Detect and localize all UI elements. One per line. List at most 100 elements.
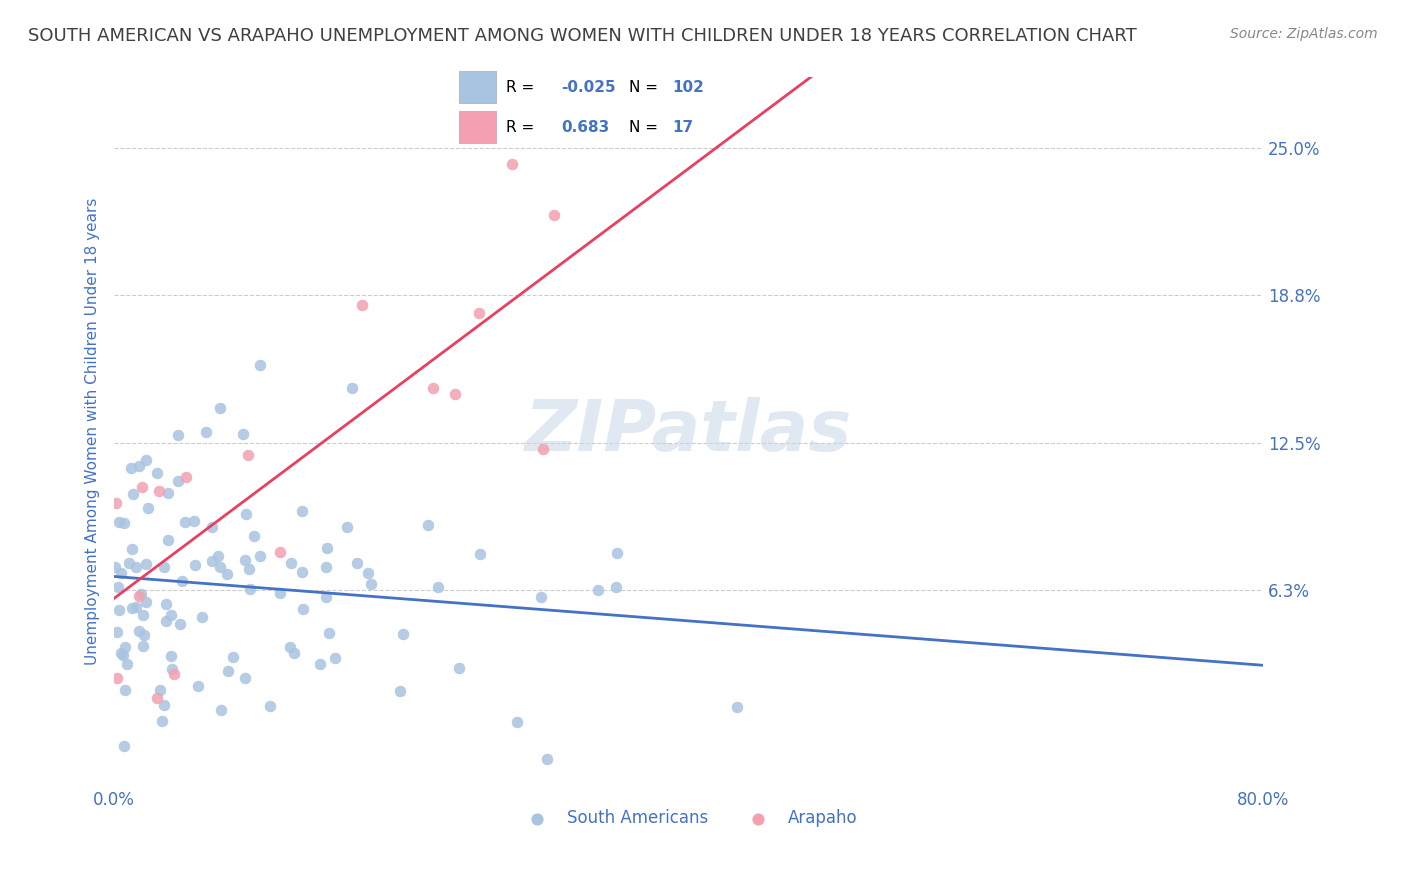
Point: [283, 646, 305, 660]
Point: [105, 671, 128, 685]
Point: [243, 529, 266, 543]
Point: [350, 298, 373, 312]
Point: [110, 566, 132, 581]
Point: [444, 386, 467, 401]
Point: [132, 639, 155, 653]
Point: [160, 662, 183, 676]
Point: [605, 581, 627, 595]
Point: [125, 559, 148, 574]
Point: [132, 628, 155, 642]
Point: [392, 627, 415, 641]
Point: [121, 601, 143, 615]
Point: [356, 566, 378, 580]
Point: [112, 739, 135, 754]
Point: [239, 582, 262, 597]
Point: [132, 608, 155, 623]
Point: [426, 580, 449, 594]
Point: [107, 580, 129, 594]
Point: [121, 541, 143, 556]
Point: [531, 442, 554, 457]
Point: [221, 650, 243, 665]
Legend: South Americans, Arapaho: South Americans, Arapaho: [513, 803, 865, 834]
Point: [238, 561, 260, 575]
Text: 0.683: 0.683: [561, 120, 610, 135]
Point: [169, 616, 191, 631]
Y-axis label: Unemployment Among Women with Children Under 18 years: Unemployment Among Women with Children U…: [86, 198, 100, 665]
Point: [110, 646, 132, 660]
Point: [209, 703, 232, 717]
Text: 17: 17: [672, 120, 693, 135]
Point: [315, 560, 337, 574]
Point: [269, 586, 291, 600]
Point: [207, 549, 229, 563]
Point: [606, 546, 628, 560]
Point: [118, 556, 141, 570]
Point: [128, 624, 150, 638]
Point: [155, 598, 177, 612]
Point: [146, 691, 169, 706]
Point: [249, 549, 271, 563]
Point: [259, 699, 281, 714]
Point: [146, 466, 169, 480]
Point: [233, 671, 256, 685]
Point: [336, 520, 359, 534]
Point: [120, 461, 142, 475]
Point: [117, 657, 139, 671]
Point: [422, 381, 444, 395]
Point: [447, 661, 470, 675]
Point: [506, 715, 529, 730]
Point: [122, 486, 145, 500]
Text: ZIPatlas: ZIPatlas: [524, 397, 852, 467]
Point: [148, 484, 170, 499]
FancyBboxPatch shape: [460, 71, 496, 103]
Point: [128, 458, 150, 473]
Point: [111, 648, 134, 662]
Point: [217, 665, 239, 679]
Point: [280, 640, 302, 654]
Point: [308, 657, 330, 672]
Text: N =: N =: [630, 120, 664, 135]
Text: SOUTH AMERICAN VS ARAPAHO UNEMPLOYMENT AMONG WOMEN WITH CHILDREN UNDER 18 YEARS : SOUTH AMERICAN VS ARAPAHO UNEMPLOYMENT A…: [28, 27, 1137, 45]
Point: [194, 425, 217, 440]
Point: [104, 560, 127, 574]
FancyBboxPatch shape: [460, 112, 496, 143]
Text: N =: N =: [630, 80, 664, 95]
Point: [543, 208, 565, 222]
Point: [135, 557, 157, 571]
Point: [159, 649, 181, 664]
Point: [235, 507, 257, 521]
Point: [149, 683, 172, 698]
Point: [323, 650, 346, 665]
Point: [105, 495, 128, 509]
Point: [530, 590, 553, 604]
Point: [125, 600, 148, 615]
Point: [201, 554, 224, 568]
Point: [280, 557, 302, 571]
Point: [129, 587, 152, 601]
Point: [291, 565, 314, 579]
Point: [114, 683, 136, 698]
Point: [209, 559, 232, 574]
Point: [176, 470, 198, 484]
Point: [249, 359, 271, 373]
Point: [360, 576, 382, 591]
Point: [167, 427, 190, 442]
Point: [107, 603, 129, 617]
Point: [536, 752, 558, 766]
Point: [588, 583, 610, 598]
Point: [108, 516, 131, 530]
Point: [292, 602, 315, 616]
Point: [346, 556, 368, 570]
Point: [112, 516, 135, 530]
Point: [340, 381, 363, 395]
Point: [190, 610, 212, 624]
Point: [138, 501, 160, 516]
Text: Source: ZipAtlas.com: Source: ZipAtlas.com: [1230, 27, 1378, 41]
Point: [170, 574, 193, 589]
Point: [232, 427, 254, 442]
Point: [166, 474, 188, 488]
Point: [135, 594, 157, 608]
Point: [318, 625, 340, 640]
Point: [150, 714, 173, 729]
Text: R =: R =: [506, 120, 538, 135]
